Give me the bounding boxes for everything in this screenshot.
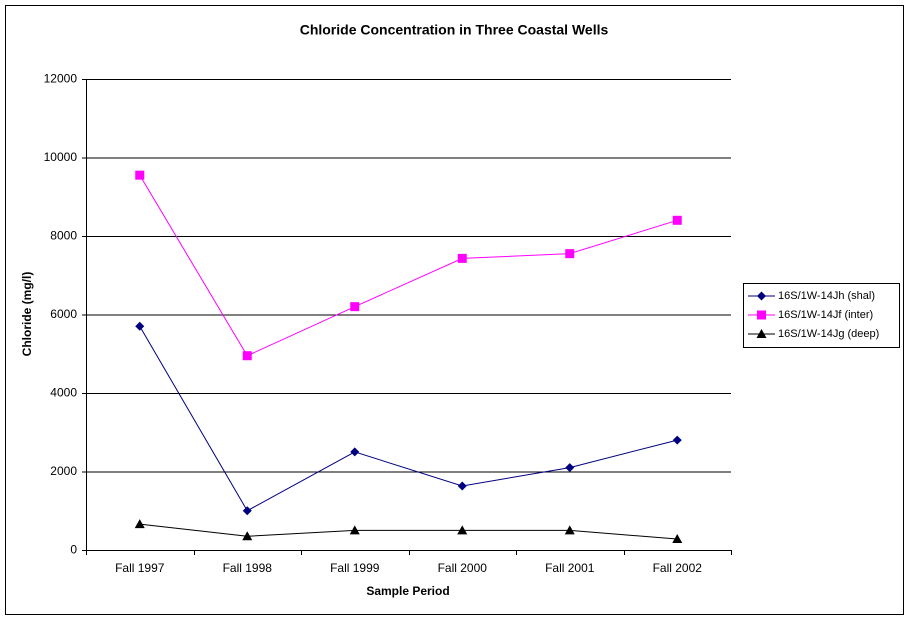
x-tick-label: Fall 1997 [115,561,165,575]
marker [564,525,575,535]
series-line [139,174,678,357]
marker [457,253,467,263]
y-tick-label: 4000 [50,386,77,400]
legend-label: 16S/1W-14Jg (deep) [778,328,879,340]
series-line [139,326,678,512]
series-line [139,523,678,540]
marker [672,215,682,225]
marker [242,531,253,541]
marker [756,329,767,338]
marker [672,435,682,445]
marker [457,481,467,491]
marker [757,310,766,320]
y-tick-label: 8000 [50,229,77,243]
marker [350,302,360,312]
y-tick-label: 10000 [44,150,78,164]
marker [242,351,252,361]
marker [242,506,252,516]
x-tick-label: Fall 2001 [545,561,595,575]
y-tick-label: 6000 [50,307,77,321]
marker [135,321,145,331]
marker [457,525,468,535]
y-tick-label: 2000 [50,464,77,478]
marker [565,249,575,259]
y-axis-title: Chloride (mg/l) [20,272,34,357]
chart-title: Chloride Concentration in Three Coastal … [300,22,609,38]
x-tick-label: Fall 2002 [653,561,703,575]
y-tick-label: 12000 [44,72,78,86]
marker [757,291,766,301]
y-tick-label: 0 [70,543,77,557]
marker [134,519,145,529]
marker [565,463,575,473]
legend-label: 16S/1W-14Jh (shal) [778,290,875,302]
x-axis-title: Sample Period [366,584,449,598]
marker [135,170,145,180]
marker [672,534,683,544]
legend-label: 16S/1W-14Jf (inter) [778,309,873,321]
x-tick-label: Fall 1999 [330,561,380,575]
marker [350,447,360,457]
x-tick-label: Fall 1998 [223,561,273,575]
marker [349,525,360,535]
x-tick-label: Fall 2000 [438,561,488,575]
